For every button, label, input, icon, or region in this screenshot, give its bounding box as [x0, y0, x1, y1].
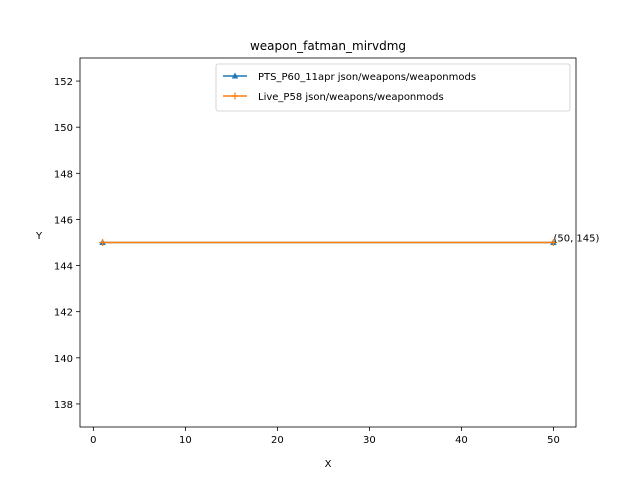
legend-box: [215, 63, 571, 112]
series-2-point: [99, 239, 107, 246]
x-tick-label: 20: [271, 435, 284, 446]
point-annotation: (50, 145): [553, 234, 599, 245]
series-2-point: [549, 239, 557, 246]
x-tick-label: 40: [455, 435, 468, 446]
y-tick-label: 150: [54, 123, 73, 134]
legend-label-1: PTS_P60_11apr json/weapons/weaponmods: [258, 72, 476, 83]
y-tick-label: 144: [54, 262, 73, 273]
x-tick-label: 30: [363, 435, 376, 446]
y-tick-label: 138: [54, 400, 73, 411]
y-tick-label: 140: [54, 354, 73, 365]
plot-area: 0 10 20 30 40 50 138 140 142 144 146 148 150 152 (50, …: [54, 57, 600, 446]
chart-title: weapon_fatman_mirvdmg: [250, 39, 406, 53]
x-tick-label: 10: [179, 435, 192, 446]
x-tick-label: 0: [90, 435, 96, 446]
legend: PTS_P60_11apr json/weapons/weaponmods Liv…: [215, 63, 571, 112]
y-tick-label: 148: [54, 169, 73, 180]
y-tick-label: 152: [54, 77, 73, 88]
legend-label-2: Live_P58 json/weapons/weaponmods: [258, 92, 444, 103]
axes-frame: [79, 57, 577, 428]
y-axis-label: Y: [35, 231, 43, 242]
x-axis-label: X: [325, 459, 332, 470]
y-tick-label: 142: [54, 308, 73, 319]
legend-swatch-marker-1: [231, 72, 239, 79]
y-tick-label: 146: [54, 215, 73, 226]
x-tick-label: 50: [547, 435, 560, 446]
